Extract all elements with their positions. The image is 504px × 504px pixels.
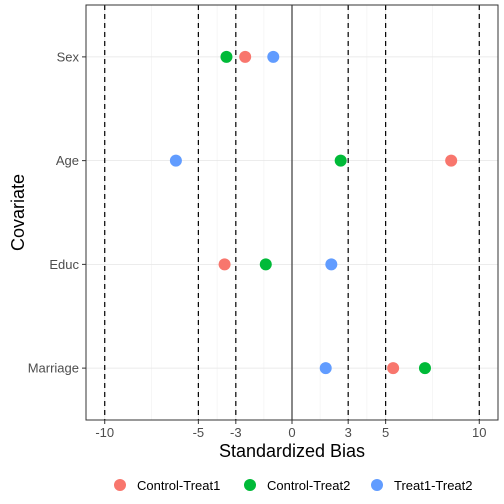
x-tick-label: -3 [230, 425, 242, 440]
x-tick-label: 10 [472, 425, 486, 440]
data-point-treat1-treat2 [169, 154, 182, 167]
legend-key-treat1-treat2 [371, 479, 383, 491]
data-point-treat1-treat2 [319, 362, 332, 375]
y-tick-label: Educ [49, 257, 79, 272]
reference-lines [104, 5, 480, 420]
data-point-control-treat1 [239, 50, 252, 63]
y-tick-label: Marriage [28, 361, 79, 376]
legend-key-control-treat2 [244, 479, 256, 491]
data-point-control-treat1 [445, 154, 458, 167]
legend-label-control-treat1: Control-Treat1 [137, 478, 220, 493]
x-axis: -10 -5 -3 0 3 5 10 [95, 420, 487, 440]
legend: Control-Treat1 Control-Treat2 Treat1-Treat… [114, 478, 473, 493]
data-point-control-treat2 [259, 258, 272, 271]
data-point-control-treat2 [418, 362, 431, 375]
y-axis: Sex Age Educ Marriage [28, 49, 86, 376]
y-tick-label: Age [56, 153, 79, 168]
data-point-control-treat1 [218, 258, 231, 271]
x-tick-label: -5 [193, 425, 205, 440]
legend-label-treat1-treat2: Treat1-Treat2 [394, 478, 473, 493]
y-tick-label: Sex [57, 49, 80, 64]
data-point-control-treat2 [220, 50, 233, 63]
x-tick-label: 0 [288, 425, 295, 440]
x-tick-label: 5 [382, 425, 389, 440]
legend-key-control-treat1 [114, 479, 126, 491]
data-point-treat1-treat2 [325, 258, 338, 271]
y-axis-title: Covariate [8, 174, 28, 251]
legend-label-control-treat2: Control-Treat2 [267, 478, 350, 493]
x-axis-title: Standardized Bias [219, 441, 365, 461]
x-tick-label: 3 [345, 425, 352, 440]
data-point-control-treat2 [334, 154, 347, 167]
data-points [169, 50, 458, 375]
x-tick-label: -10 [95, 425, 114, 440]
data-point-treat1-treat2 [267, 50, 280, 63]
data-point-control-treat1 [387, 362, 400, 375]
